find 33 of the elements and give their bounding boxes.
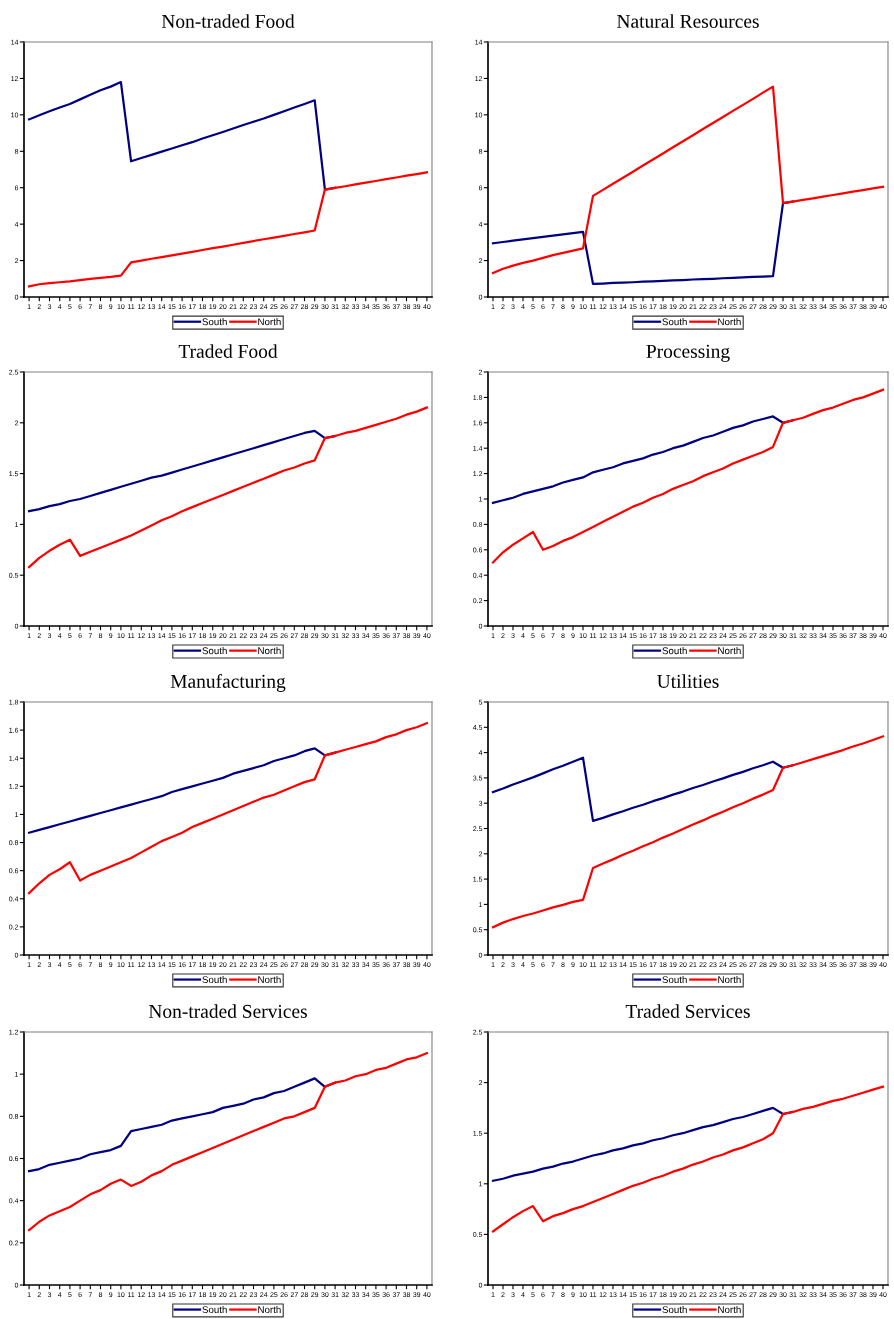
- legend-label: North: [718, 318, 741, 326]
- chart-title: Manufacturing: [170, 673, 286, 692]
- chart-title: Traded Services: [625, 1004, 750, 1018]
- legend-label: South: [662, 318, 687, 326]
- legend-label: South: [662, 646, 687, 655]
- line-series: [491, 200, 795, 285]
- line-series: [491, 735, 885, 929]
- line-series: [27, 406, 429, 569]
- legend-label: South: [662, 975, 687, 984]
- chart-title: Processing: [646, 344, 730, 362]
- legend-label: South: [202, 975, 227, 984]
- legend-label: South: [202, 318, 227, 326]
- legend-label: North: [258, 646, 281, 655]
- legend-label: North: [718, 975, 741, 984]
- line-series: [27, 171, 429, 288]
- chart-title: Non-traded Food: [161, 14, 295, 28]
- line-series: [27, 721, 429, 895]
- legend-label: North: [258, 975, 281, 984]
- chart-title: Utilities: [657, 674, 719, 688]
- chart-title: Natural Resources: [617, 14, 759, 28]
- chart-title: Traded Food: [178, 344, 278, 358]
- legend-label: South: [202, 646, 227, 655]
- legend-label: South: [202, 1305, 227, 1314]
- legend-label: North: [258, 318, 281, 326]
- line-series: [27, 1051, 429, 1232]
- legend-label: South: [662, 1305, 687, 1314]
- legend-label: North: [718, 1305, 741, 1314]
- chart-title: Non-traded Services: [148, 1004, 307, 1018]
- line-series: [491, 388, 885, 564]
- line-series: [491, 1085, 885, 1233]
- legend-label: North: [258, 1305, 281, 1314]
- line-series: [491, 85, 885, 275]
- legend-label: North: [718, 646, 741, 655]
